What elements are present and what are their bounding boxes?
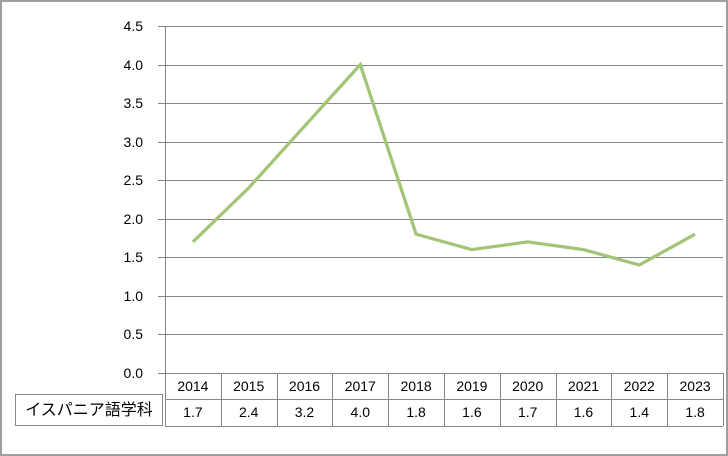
- series-line: [191, 61, 696, 267]
- y-axis-tick-label: 2.5: [123, 172, 143, 188]
- year-cell: 2014: [177, 378, 209, 394]
- year-cell: 2016: [288, 378, 321, 394]
- year-cell: 2019: [456, 378, 488, 394]
- year-cell: 2021: [567, 378, 600, 394]
- series-label: イスパニア語学科: [25, 402, 153, 419]
- year-cell: 2017: [344, 378, 376, 394]
- year-cell: 2018: [400, 378, 432, 394]
- year-cell: 2015: [233, 378, 265, 394]
- y-axis-tick-label: 3.0: [123, 134, 143, 150]
- series-label-box: イスパニア語学科: [15, 394, 163, 426]
- y-axis-tick-label: 1.0: [123, 288, 143, 304]
- y-axis-tick-label: 0.0: [123, 365, 143, 381]
- value-cell: 1.4: [629, 404, 650, 420]
- year-cell: 2022: [623, 378, 655, 394]
- year-cell: 2023: [679, 378, 711, 394]
- value-cell: 3.2: [294, 404, 315, 420]
- value-cell: 1.8: [406, 404, 426, 420]
- value-cell: 4.0: [350, 404, 371, 420]
- y-axis-tick-label: 4.5: [123, 18, 143, 34]
- y-axis-tick-label: 4.0: [123, 57, 143, 73]
- y-axis-tick-label: 2.0: [123, 211, 143, 227]
- year-cell: 2020: [512, 378, 544, 394]
- y-axis-tick-label: 0.5: [123, 326, 143, 342]
- value-cell: 1.6: [462, 404, 482, 420]
- value-cell: 2.4: [238, 404, 259, 420]
- value-cell: 1.8: [685, 404, 705, 420]
- value-cell: 1.7: [517, 404, 538, 420]
- y-axis-tick-label: 1.5: [123, 249, 143, 265]
- value-cell: 1.7: [183, 404, 203, 420]
- y-axis-tick-label: 3.5: [123, 95, 143, 111]
- value-cell: 1.6: [573, 404, 594, 420]
